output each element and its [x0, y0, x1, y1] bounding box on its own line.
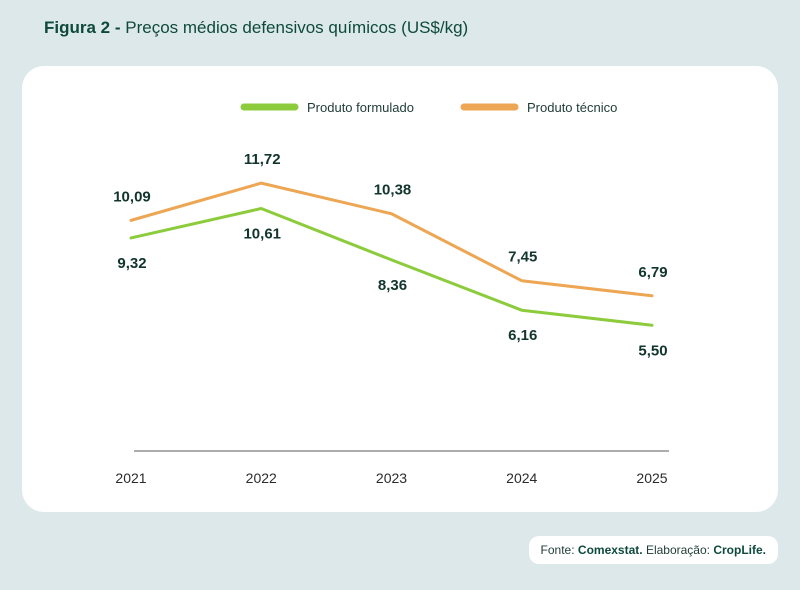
- figure-title: Figura 2 - Preços médios defensivos quím…: [44, 18, 468, 38]
- source-label: Fonte:: [540, 543, 575, 557]
- data-label-tecnico-2025: 6,79: [638, 264, 667, 281]
- x-tick-label-2025: 2025: [636, 470, 667, 486]
- chart-card: 2021 2022 2023 2024 2025 9,32 10,61 8,36 6,16 5,5…: [22, 66, 778, 512]
- legend-label-tecnico: Produto técnico: [527, 100, 617, 115]
- legend-label-formulado: Produto formulado: [307, 100, 414, 115]
- data-label-formulado-2024: 6,16: [508, 327, 537, 344]
- data-label-formulado-2023: 8,36: [378, 277, 407, 294]
- x-tick-label-2022: 2022: [246, 470, 277, 486]
- data-label-tecnico-2022: 11,72: [244, 151, 281, 168]
- figure-label: Figura 2 -: [44, 18, 121, 37]
- data-label-formulado-2021: 9,32: [117, 255, 146, 272]
- data-label-tecnico-2023: 10,38: [374, 182, 412, 199]
- x-tick-label-2021: 2021: [115, 470, 146, 486]
- elaboration-value: CropLife.: [713, 543, 766, 557]
- data-label-formulado-2022: 10,61: [243, 225, 281, 242]
- series-line-formulado: [129, 206, 654, 327]
- line-chart: 2021 2022 2023 2024 2025 9,32 10,61 8,36 6,16 5,5…: [113, 100, 669, 486]
- data-label-tecnico-2021: 10,09: [113, 188, 151, 205]
- elaboration-label: Elaboração:: [645, 543, 710, 557]
- source-note: Fonte: Comexstat. Elaboração: CropLife.: [528, 536, 778, 564]
- source-value: Comexstat.: [577, 543, 643, 557]
- x-tick-label-2023: 2023: [376, 470, 407, 486]
- figure-title-text: Preços médios defensivos químicos (US$/k…: [125, 18, 469, 37]
- data-label-formulado-2025: 5,50: [638, 342, 667, 359]
- series-line-tecnico: [129, 181, 654, 298]
- x-tick-label-2024: 2024: [506, 470, 537, 486]
- data-label-tecnico-2024: 7,45: [508, 249, 537, 266]
